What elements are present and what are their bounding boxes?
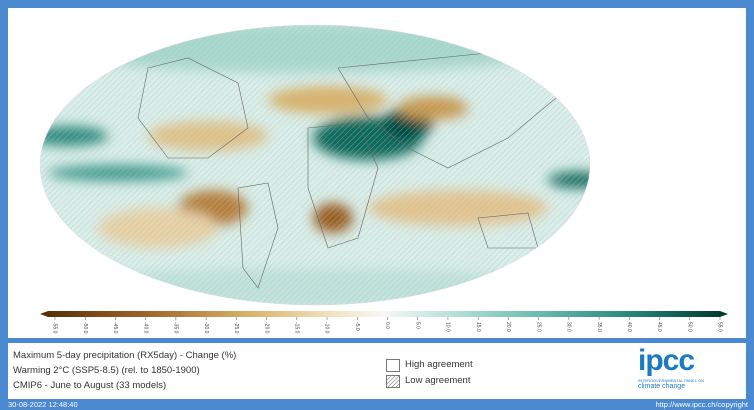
high-agreement-box [386,359,400,372]
ipcc-logo: ipcc INTERGOVERNMENTAL PANEL ON climate … [638,346,738,398]
colorbar-tick-label: -25.0 [233,322,239,334]
legend-panel: Maximum 5-day precipitation (RX5day) - C… [8,343,746,399]
colorbar-tick-label: 0.0 [384,322,390,329]
colorbar: -55.0 -50.0 -45.0 -40.0 -35.0 -30.0 -25.0 -20.0… [40,311,728,334]
logo-name: ipcc [638,344,695,377]
colorbar-tick-label: -5.0 [354,322,360,331]
map-outline [39,24,591,306]
colorbar-tick-label: 10.0 [445,322,451,332]
colorbar-tick-label: 15.0 [475,322,481,332]
colorbar-tick-label: -20.0 [263,322,269,334]
colorbar-tick-label: 45.0 [656,322,662,332]
colorbar-tick-label: -10.0 [324,322,330,334]
footer-date: 30-08-2022 12:48:40 [8,400,78,409]
colorbar-tick-label: 40.0 [626,322,632,332]
legend-line: CMIP6 - June to August (33 models) [13,380,167,391]
high-agreement-label: High agreement [405,359,473,370]
colorbar-gradient [48,311,720,317]
map-panel: -55.0 -50.0 -45.0 -40.0 -35.0 -30.0 -25.0 -20.0… [8,8,746,338]
low-agreement-box [386,375,400,388]
colorbar-tick-label: -55.0 [52,322,58,334]
colorbar-tick-label: 30.0 [566,322,572,332]
map-globe [40,25,590,305]
legend-line: Warming 2°C (SSP5-8.5) (rel. to 1850-190… [13,365,200,376]
low-agreement-label: Low agreement [405,375,471,386]
colorbar-tick-label: -40.0 [142,322,148,334]
map: -55.0 -50.0 -45.0 -40.0 -35.0 -30.0 -25.0 -20.0… [39,24,728,334]
colorbar-low-arrow [40,311,48,317]
logo-tagline: INTERGOVERNMENTAL PANEL ON [638,378,705,383]
logo-tagline: climate change [638,383,686,390]
colorbar-tick-label: -35.0 [173,322,179,334]
colorbar-tick-label: 35.0 [596,322,602,332]
colorbar-tick-label: 25.0 [535,322,541,332]
colorbar-tick-label: -15.0 [293,322,299,334]
colorbar-tick-label: -30.0 [203,322,209,334]
colorbar-tick-label: 55.0 [717,322,723,332]
colorbar-tick-label: 20.0 [505,322,511,332]
footer-copyright: http://www.ipcc.ch/copyright [655,400,748,409]
legend-line: Maximum 5-day precipitation (RX5day) - C… [13,350,237,361]
colorbar-tick-label: 50.0 [686,322,692,332]
colorbar-high-arrow [720,311,728,317]
colorbar-tick-label: -45.0 [112,322,118,334]
colorbar-tick-label: -50.0 [82,322,88,334]
colorbar-tick-label: 5.0 [414,322,420,329]
